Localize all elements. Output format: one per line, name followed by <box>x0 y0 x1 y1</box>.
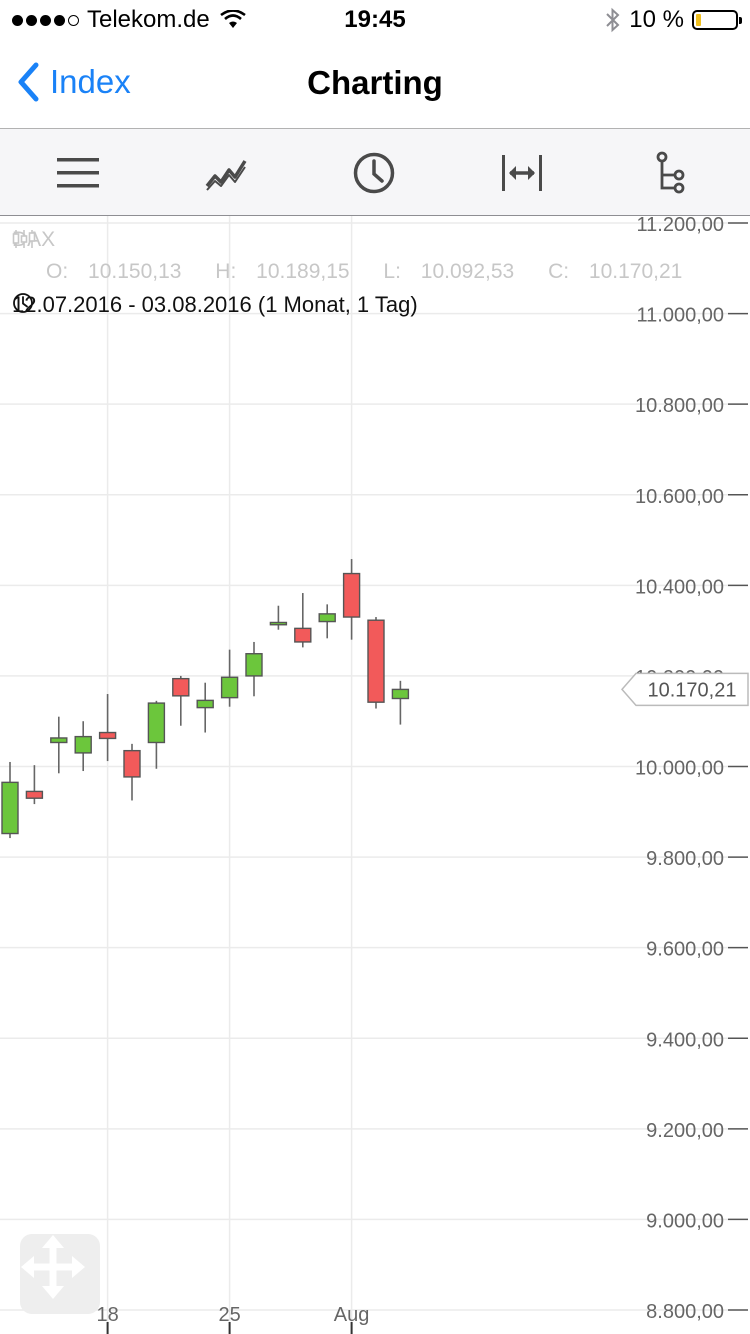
candle-body <box>318 613 336 623</box>
menu-icon <box>57 158 99 188</box>
chart-canvas[interactable]: 11.200,00 11.000,00 10.800,00 10.600,00 10.4… <box>0 216 750 1334</box>
candle-body <box>220 676 239 699</box>
status-bar: Telekom.de 19:45 10 % <box>0 0 750 40</box>
period-info: 12.07.2016 - 03.08.2016 (1 Monat, 1 Tag) <box>12 292 418 318</box>
y-tick-label: 9.000,00 <box>646 1210 724 1232</box>
last-price-label: 10.170,21 <box>648 679 737 701</box>
candlestick-icon <box>12 230 36 248</box>
candle-body <box>269 621 288 626</box>
low-value: 10.092,53 <box>420 260 515 283</box>
candle-body <box>391 688 410 700</box>
clock-icon <box>353 152 395 194</box>
pan-button[interactable] <box>20 1234 100 1314</box>
y-tick-label: 8.800,00 <box>646 1301 724 1323</box>
navigation-bar: Index Charting <box>0 40 750 129</box>
candle-body <box>172 677 190 697</box>
indicators-icon <box>656 151 685 194</box>
ohlc-info: DAX O: 10.150,13 H: 10.189,15 L: 10.092,… <box>12 228 710 284</box>
close-label: C: <box>548 260 570 283</box>
candle-body <box>342 572 361 618</box>
y-tick-label: 10.600,00 <box>635 486 724 508</box>
last-price-marker <box>621 672 749 707</box>
chart-toolbar <box>0 129 750 216</box>
candle-body <box>294 627 312 643</box>
y-tick-label: 11.000,00 <box>637 305 725 327</box>
candle-body <box>25 790 44 799</box>
arrows-horizontal-icon <box>502 155 542 191</box>
high-label: H: <box>215 260 237 283</box>
period-label: 12.07.2016 - 03.08.2016 (1 Monat, 1 Tag) <box>12 292 418 317</box>
open-value: 10.150,13 <box>88 260 182 283</box>
candle-body <box>74 735 92 754</box>
y-tick-label: 10.000,00 <box>635 758 724 780</box>
open-label: O: <box>46 260 69 283</box>
candle-body <box>196 699 214 709</box>
page-title: Charting <box>307 64 443 101</box>
chart-type-button[interactable] <box>202 149 250 197</box>
status-time: 19:45 <box>344 6 406 33</box>
x-tick-label: 18 <box>96 1304 118 1326</box>
candle-body <box>147 702 166 744</box>
menu-button[interactable] <box>54 149 102 197</box>
line-chart-icon <box>205 160 247 191</box>
time-range-button[interactable] <box>350 149 398 197</box>
y-tick-label: 9.600,00 <box>646 939 724 961</box>
low-label: L: <box>383 260 401 283</box>
high-value: 10.189,15 <box>256 260 350 283</box>
candle-body <box>98 731 117 740</box>
back-label: Index <box>50 63 131 100</box>
y-tick-label: 10.400,00 <box>635 576 724 598</box>
back-button[interactable]: Index <box>16 62 131 102</box>
battery-icon <box>692 10 742 30</box>
signal-strength-icon <box>12 14 79 26</box>
wifi-icon <box>219 10 246 28</box>
close-value: 10.170,21 <box>588 260 683 283</box>
x-tick-label: Aug <box>334 1304 370 1326</box>
candle-body <box>50 737 68 744</box>
clock-icon <box>13 293 33 313</box>
ohlc-values: O: 10.150,13 H: 10.189,15 L: 10.092,53 C… <box>46 260 710 284</box>
candle-body <box>245 653 263 677</box>
y-tick-label: 11.200,00 <box>637 216 725 236</box>
y-tick-label: 9.800,00 <box>646 848 724 870</box>
x-tick-label: 25 <box>218 1304 240 1326</box>
candle-body <box>367 619 385 703</box>
candle-body <box>123 749 141 778</box>
y-tick-label: 9.400,00 <box>646 1029 724 1051</box>
status-left: Telekom.de <box>12 6 246 34</box>
battery-percent: 10 % <box>629 6 684 33</box>
candlestick-chart[interactable]: 11.200,00 11.000,00 10.800,00 10.600,00 10.4… <box>0 216 750 1334</box>
y-tick-label: 10.800,00 <box>635 395 724 417</box>
bluetooth-icon <box>606 7 620 33</box>
y-tick-label: 9.200,00 <box>646 1120 724 1142</box>
move-arrows-icon <box>21 1235 85 1299</box>
carrier-name: Telekom.de <box>87 6 210 33</box>
indicators-button[interactable] <box>646 149 694 197</box>
chevron-left-icon <box>18 62 39 102</box>
zoom-width-button[interactable] <box>498 149 546 197</box>
candle-body <box>1 781 19 835</box>
status-right: 10 % <box>605 6 742 34</box>
